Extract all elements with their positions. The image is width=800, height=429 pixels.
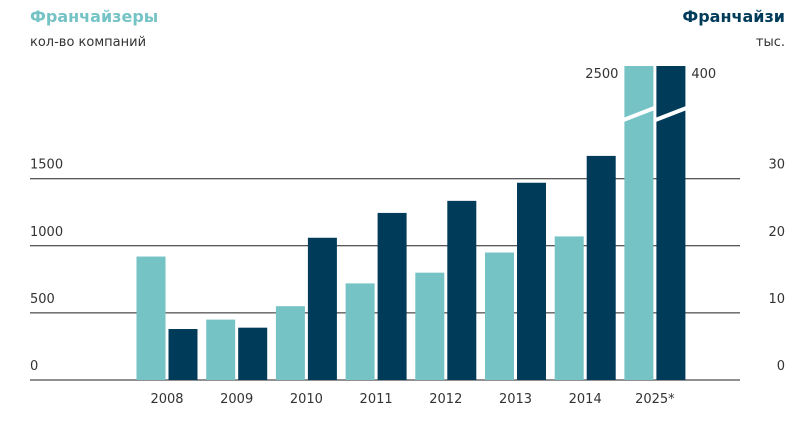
bar <box>206 319 236 380</box>
y-tick-label: 1000 <box>30 225 63 240</box>
y2-tick-label: 20 <box>768 225 785 240</box>
bar <box>586 155 616 380</box>
data-label: 2500 <box>585 67 618 82</box>
bar <box>485 252 514 380</box>
x-tick-label: 2009 <box>220 392 253 407</box>
right-axis-title: Франчайзи <box>682 7 785 26</box>
axis-break <box>654 106 688 122</box>
bar <box>307 237 337 380</box>
bar <box>238 327 268 380</box>
y-tick-label: 1500 <box>30 158 63 173</box>
right-axis-unit: тыс. <box>756 35 785 50</box>
y-tick-label: 500 <box>30 292 55 307</box>
bar <box>168 329 198 380</box>
bar <box>554 236 584 380</box>
left-axis-unit: кол-во компаний <box>30 35 146 50</box>
y2-tick-label: 10 <box>768 292 785 307</box>
x-tick-label: 2010 <box>290 392 323 407</box>
x-tick-label: 2008 <box>150 392 183 407</box>
left-axis-title: Франчайзеры <box>30 7 158 26</box>
axis-break <box>622 106 656 122</box>
x-tick-label: 2014 <box>569 392 602 407</box>
y-tick-label: 0 <box>30 359 38 374</box>
x-tick-label: 2025* <box>635 392 675 407</box>
y2-tick-label: 30 <box>768 158 785 173</box>
y2-tick-label: 0 <box>777 359 785 374</box>
data-label: 400 <box>691 67 716 82</box>
bar <box>345 283 375 380</box>
bar <box>517 182 546 380</box>
x-tick-label: 2012 <box>429 392 462 407</box>
bar <box>447 200 477 380</box>
bar <box>136 256 166 380</box>
x-tick-label: 2013 <box>499 392 532 407</box>
x-tick-label: 2011 <box>360 392 393 407</box>
bar <box>275 306 305 380</box>
bar <box>415 272 445 380</box>
bar <box>377 212 407 380</box>
